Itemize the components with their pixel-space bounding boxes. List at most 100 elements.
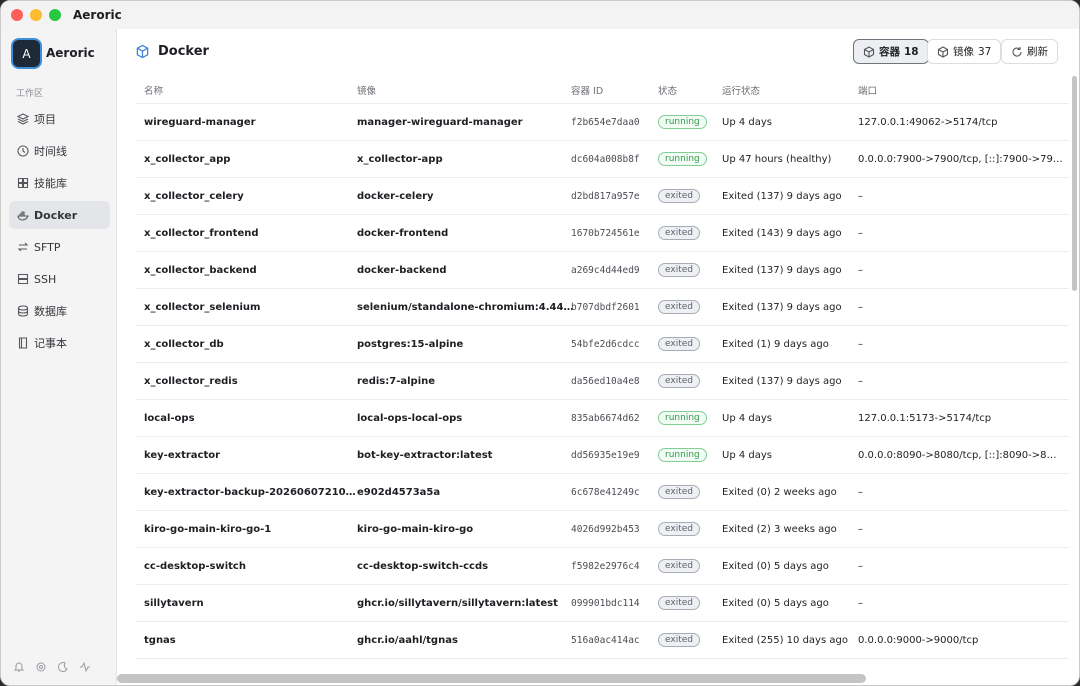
- status-cell: exited: [658, 622, 700, 658]
- image-name: kiro-go-main-kiro-go: [357, 523, 474, 535]
- table-row[interactable]: x_collector_redis redis:7-alpine da56ed10a…: [136, 363, 1069, 400]
- tab-count: 18: [904, 45, 919, 58]
- ports: –: [858, 523, 863, 535]
- nav-item[interactable]: Docker: [9, 201, 110, 229]
- status-cell: exited: [658, 363, 700, 399]
- status-pill: exited: [658, 633, 700, 647]
- horizontal-scrollbar[interactable]: [117, 674, 866, 683]
- table-row[interactable]: x_collector_celery docker-celery d2bd817a9…: [136, 178, 1069, 215]
- container-id: 835ab6674d62: [571, 412, 640, 424]
- status-cell: exited: [658, 511, 700, 547]
- docker-icon: [136, 44, 149, 59]
- table-row[interactable]: x_collector_app x_collector-app dc604a008b…: [136, 141, 1069, 178]
- container-name: local-ops: [144, 412, 195, 424]
- bell-icon[interactable]: [13, 661, 25, 673]
- nav-item[interactable]: SSH: [9, 265, 110, 293]
- status-pill: exited: [658, 189, 700, 203]
- image-name: bot-key-extractor:latest: [357, 449, 493, 461]
- status-pill: exited: [658, 226, 700, 240]
- status-cell: exited: [658, 178, 700, 214]
- run-status: Up 4 days: [722, 116, 772, 128]
- status-pill: exited: [658, 300, 700, 314]
- image-name: e902d4573a5a: [357, 486, 441, 498]
- table-row[interactable]: cc-desktop-switch cc-desktop-switch-ccds f…: [136, 548, 1069, 585]
- app-avatar: A: [13, 40, 40, 67]
- app-name: Aeroric: [46, 46, 95, 60]
- section-label: 工作区: [16, 89, 44, 99]
- status-cell: exited: [658, 326, 700, 362]
- image-name: postgres:15-alpine: [357, 338, 464, 350]
- nav-item[interactable]: 项目: [9, 105, 110, 133]
- table-row[interactable]: x_collector_backend docker-backend a269c4d…: [136, 252, 1069, 289]
- nav-item[interactable]: 时间线: [9, 137, 110, 165]
- status-pill: exited: [658, 559, 700, 573]
- container-name: sillytavern: [144, 597, 204, 609]
- status-pill: exited: [658, 337, 700, 351]
- activity-icon[interactable]: [79, 661, 91, 673]
- container-name: tgnas: [144, 634, 176, 646]
- theme-icon[interactable]: [57, 661, 69, 673]
- container-name: kiro-go-main-kiro-go-1: [144, 523, 272, 535]
- icon: [17, 145, 29, 157]
- nav-item[interactable]: 技能库: [9, 169, 110, 197]
- status-cell: running: [658, 141, 707, 177]
- tab-count: 37: [978, 45, 992, 58]
- container-name: x_collector_celery: [144, 190, 244, 202]
- status-cell: exited: [658, 548, 700, 584]
- title-bar: Aeroric: [1, 1, 1079, 29]
- status-pill: exited: [658, 485, 700, 499]
- image-name: redis:7-alpine: [357, 375, 436, 387]
- container-id: dc604a008b8f: [571, 153, 640, 165]
- refresh-button[interactable]: 刷新: [1001, 39, 1058, 64]
- icon: [17, 273, 29, 285]
- table-row[interactable]: sillytavern ghcr.io/sillytavern/sillytave…: [136, 585, 1069, 622]
- status-cell: exited: [658, 252, 700, 288]
- container-name: cc-desktop-switch: [144, 560, 246, 572]
- sidebar: A Aeroric 工作区 项目时间线技能库 Docker SFTP SSH 数据库记事…: [1, 29, 117, 685]
- run-status: Exited (255) 10 days ago: [722, 634, 848, 646]
- ports: 127.0.0.1:49062->5174/tcp: [858, 116, 998, 128]
- table-row[interactable]: wireguard-manager manager-wireguard-manag…: [136, 104, 1069, 141]
- nav-label: Docker: [34, 208, 78, 222]
- image-name: docker-frontend: [357, 227, 449, 239]
- image-name: manager-wireguard-manager: [357, 116, 523, 128]
- run-status: Up 47 hours (healthy): [722, 153, 832, 165]
- image-name: docker-celery: [357, 190, 434, 202]
- table-row[interactable]: local-ops local-ops-local-ops 835ab6674d62…: [136, 400, 1069, 437]
- table-row[interactable]: x_collector_db postgres:15-alpine 54bfe2d6…: [136, 326, 1069, 363]
- container-name: x_collector_backend: [144, 264, 257, 276]
- container-name: x_collector_app: [144, 153, 231, 165]
- container-name: key-extractor-backup-20260607210…: [144, 486, 356, 498]
- tab-button[interactable]: 镜像 37: [927, 39, 1002, 64]
- close-button[interactable]: [11, 9, 23, 21]
- main-panel: Docker 容器 18 镜像 37 刷新 名称 镜像 容器 ID 状态 运行状态 端口 wire…: [117, 29, 1079, 685]
- settings-icon[interactable]: [35, 661, 47, 673]
- table-row[interactable]: key-extractor bot-key-extractor:latest dd5…: [136, 437, 1069, 474]
- nav-item[interactable]: 记事本: [9, 329, 110, 357]
- table-row[interactable]: kiro-go-main-kiro-go-1 kiro-go-main-kiro-…: [136, 511, 1069, 548]
- tab-label: 镜像: [953, 46, 974, 58]
- minimize-button[interactable]: [30, 9, 42, 21]
- table-row[interactable]: tgnas ghcr.io/aahl/tgnas 516a0ac414ac exite…: [136, 622, 1069, 659]
- tab-label: 容器: [879, 46, 900, 58]
- vertical-scrollbar[interactable]: [1072, 76, 1077, 291]
- table-row[interactable]: key-extractor-backup-20260607210… e902d45…: [136, 474, 1069, 511]
- table-row[interactable]: x_collector_frontend docker-frontend 1670b…: [136, 215, 1069, 252]
- nav-item[interactable]: SFTP: [9, 233, 110, 261]
- ports: –: [858, 560, 863, 572]
- status-cell: exited: [658, 289, 700, 325]
- nav-label: 技能库: [34, 177, 67, 190]
- container-id: 1670b724561e: [571, 227, 640, 239]
- zoom-button[interactable]: [49, 9, 61, 21]
- container-name: x_collector_db: [144, 338, 224, 350]
- nav-label: SSH: [34, 272, 57, 286]
- nav-item[interactable]: 数据库: [9, 297, 110, 325]
- tab-button[interactable]: 容器 18: [853, 39, 929, 64]
- container-id: d2bd817a957e: [571, 190, 640, 202]
- run-status: Exited (0) 5 days ago: [722, 597, 829, 609]
- ports: –: [858, 264, 863, 276]
- container-id: f2b654e7daa0: [571, 116, 640, 128]
- ports: –: [858, 190, 863, 202]
- table-row[interactable]: x_collector_selenium selenium/standalone-…: [136, 289, 1069, 326]
- table-header: 名称 镜像 容器 ID 状态 运行状态 端口: [136, 76, 1069, 104]
